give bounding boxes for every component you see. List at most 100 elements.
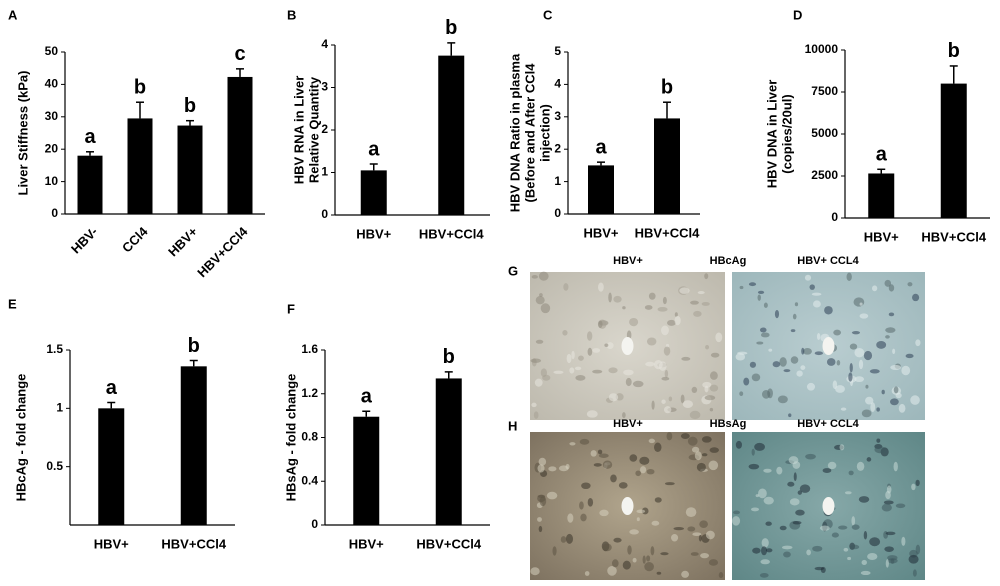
- texture-dot: [701, 436, 712, 443]
- texture-dot: [783, 551, 791, 558]
- texture-dot: [761, 538, 769, 548]
- y-tick-label: 1.5: [46, 342, 63, 356]
- texture-dot: [574, 366, 582, 371]
- significance-letter: a: [361, 386, 373, 408]
- panel-label: G: [508, 263, 518, 278]
- texture-dot: [749, 361, 757, 368]
- texture-dot: [793, 472, 797, 482]
- texture-dot: [888, 284, 895, 292]
- bar: [177, 125, 203, 214]
- y-axis-label: HBsAg - fold change: [283, 374, 298, 502]
- texture-dot: [816, 333, 821, 341]
- texture-dot: [636, 517, 640, 522]
- texture-dot: [898, 403, 906, 413]
- texture-dot: [735, 440, 742, 449]
- texture-dot: [693, 310, 702, 317]
- vessel: [822, 497, 835, 515]
- texture-dot: [867, 552, 878, 561]
- x-tick-label: HBV+: [583, 225, 618, 240]
- bar: [77, 155, 103, 214]
- texture-dot: [654, 442, 662, 453]
- y-axis-label: HBV DNA Ratio in plasma: [507, 53, 522, 212]
- texture-dot: [856, 461, 865, 471]
- y-tick-label: 2: [321, 122, 328, 136]
- texture-dot: [824, 306, 833, 315]
- texture-dot: [644, 305, 653, 310]
- texture-dot: [790, 329, 796, 333]
- texture-dot: [533, 411, 539, 419]
- texture-dot: [599, 509, 609, 517]
- y-tick-label: 0.5: [46, 459, 63, 473]
- significance-letter: b: [948, 40, 960, 62]
- chart: D HBV DNA in Liver (copies/20ul) 0 2500 5000 7…: [764, 7, 990, 244]
- texture-dot: [708, 460, 719, 471]
- texture-dot: [537, 517, 542, 522]
- texture-dot: [567, 513, 574, 523]
- texture-dot: [539, 293, 543, 297]
- texture-dot: [797, 490, 803, 495]
- texture-dot: [760, 559, 770, 565]
- texture-dot: [718, 572, 724, 579]
- bar: [435, 378, 462, 525]
- texture-dot: [811, 292, 822, 296]
- y-axis-label: (Before and After CCl4: [522, 63, 537, 203]
- texture-dot: [804, 274, 812, 281]
- texture-dot: [680, 433, 690, 439]
- texture-dot: [687, 436, 698, 446]
- y-axis-label: HBV RNA in Liver: [291, 76, 306, 185]
- texture-dot: [802, 348, 812, 355]
- texture-dot: [819, 525, 830, 531]
- texture-dot: [833, 329, 842, 336]
- texture-dot: [709, 447, 719, 453]
- texture-dot: [586, 410, 598, 418]
- texture-dot: [661, 376, 670, 381]
- texture-dot: [646, 468, 655, 475]
- texture-dot: [629, 454, 638, 462]
- y-tick-label: 0.4: [301, 473, 318, 487]
- texture-dot: [892, 348, 896, 354]
- texture-dot: [682, 400, 694, 409]
- texture-dot: [690, 300, 699, 305]
- texture-dot: [651, 520, 660, 526]
- bar: [127, 118, 153, 214]
- texture-dot: [890, 364, 902, 370]
- significance-letter: a: [84, 126, 96, 148]
- y-tick-label: 1: [56, 401, 63, 415]
- texture-dot: [618, 482, 628, 489]
- texture-dot: [531, 275, 538, 279]
- y-axis-label: (copies/20ul): [779, 94, 794, 173]
- texture-dot: [779, 525, 787, 531]
- bar: [360, 170, 387, 215]
- texture-dot: [907, 282, 913, 287]
- micrograph-g: [530, 272, 925, 420]
- texture-dot: [709, 407, 714, 412]
- x-tick-label: HBV+CCl4: [635, 225, 700, 240]
- texture-dot: [660, 552, 669, 556]
- texture-dot: [608, 367, 618, 374]
- texture-dot: [709, 384, 719, 392]
- texture-dot: [546, 491, 558, 500]
- texture-dot: [859, 313, 869, 319]
- texture-dot: [838, 525, 848, 530]
- texture-dot: [912, 569, 917, 577]
- texture-dot: [869, 369, 880, 374]
- texture-dot: [890, 398, 899, 406]
- texture-dot: [636, 509, 646, 514]
- texture-dot: [893, 386, 899, 394]
- texture-dot: [581, 482, 591, 490]
- bar: [227, 76, 253, 214]
- texture-dot: [788, 456, 799, 465]
- texture-dot: [629, 317, 639, 327]
- texture-dot: [648, 438, 655, 444]
- y-tick-label: 40: [45, 77, 59, 91]
- texture-dot: [593, 463, 602, 467]
- texture-dot: [776, 466, 783, 475]
- texture-dot: [851, 330, 860, 335]
- bar: [940, 83, 967, 218]
- texture-dot: [540, 303, 551, 314]
- texture-dot: [586, 331, 593, 341]
- texture-dot: [733, 510, 740, 515]
- texture-dot: [876, 438, 881, 443]
- texture-dot: [789, 498, 800, 506]
- texture-dot: [827, 461, 837, 470]
